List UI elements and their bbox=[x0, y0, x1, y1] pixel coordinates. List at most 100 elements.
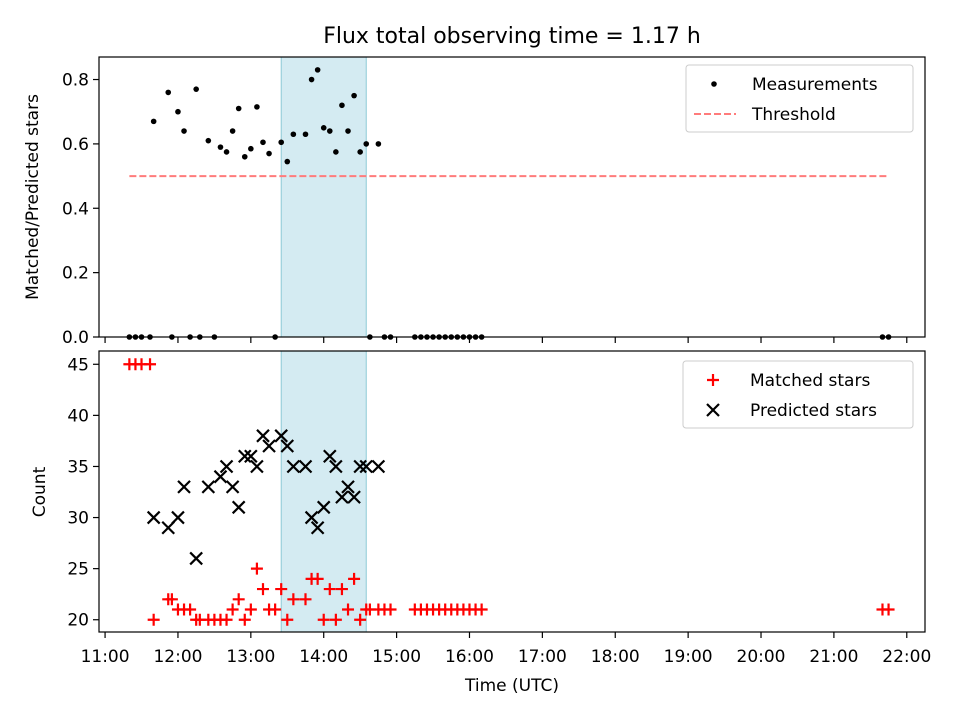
predicted-star-point bbox=[219, 459, 234, 474]
predicted-star-point bbox=[213, 469, 228, 484]
measurement-point bbox=[193, 86, 199, 92]
matched-star-point bbox=[165, 593, 178, 606]
predicted-star-point bbox=[177, 480, 191, 494]
predicted-star-point bbox=[231, 500, 246, 515]
measurement-point bbox=[333, 149, 339, 155]
measurement-point bbox=[229, 128, 236, 134]
x-tick-label: 14:00 bbox=[299, 647, 348, 667]
matched-star-point bbox=[299, 593, 312, 606]
observing-interval-shade bbox=[280, 56, 367, 338]
predicted-star-point bbox=[262, 439, 276, 453]
measurement-point bbox=[150, 118, 157, 125]
predicted-star-point bbox=[347, 490, 361, 504]
matched-star-point bbox=[281, 613, 294, 626]
matched-star-point bbox=[329, 613, 342, 626]
bottom-legend: Matched stars Predicted stars bbox=[682, 360, 914, 429]
measurement-point bbox=[314, 67, 321, 73]
matched-star-point bbox=[144, 358, 157, 371]
predicted-star-point bbox=[310, 520, 325, 535]
matched-star-point bbox=[287, 593, 300, 606]
predicted-star-point bbox=[335, 490, 349, 504]
x-tick-label: 22:00 bbox=[882, 647, 931, 667]
matched-star-point bbox=[250, 562, 263, 575]
matched-star-point bbox=[882, 603, 895, 616]
matched-star-point bbox=[244, 603, 257, 616]
measurement-point bbox=[339, 102, 345, 109]
y-tick-label: 40 bbox=[67, 406, 89, 426]
measurement-point bbox=[175, 108, 181, 115]
measurement-point bbox=[357, 149, 363, 155]
matched-star-point bbox=[238, 613, 251, 626]
measurement-point bbox=[284, 158, 291, 165]
y-tick-label: 0.4 bbox=[62, 199, 89, 219]
measurement-point bbox=[302, 131, 309, 138]
predicted-star-point bbox=[371, 459, 386, 474]
x-tick-label: 15:00 bbox=[372, 647, 421, 667]
x-tick-label: 17:00 bbox=[518, 647, 567, 667]
predicted-star-point bbox=[146, 510, 161, 525]
matched-star-point bbox=[147, 613, 160, 626]
measurement-point bbox=[223, 149, 230, 155]
top-axes-frame bbox=[98, 56, 926, 338]
predicted-star-point bbox=[244, 449, 258, 464]
measurement-point bbox=[217, 144, 224, 150]
x-tick-label: 11:00 bbox=[81, 647, 130, 667]
measurement-point bbox=[266, 150, 272, 157]
matched-star-point bbox=[475, 603, 488, 616]
bottom-xlabel: Time (UTC) bbox=[464, 676, 559, 696]
measurement-point bbox=[181, 128, 187, 134]
panel-top: 0.00.20.40.60.8 Matched/Predicted stars … bbox=[23, 56, 926, 348]
chart-title: Flux total observing time = 1.17 h bbox=[323, 24, 701, 49]
predicted-star-point bbox=[225, 480, 240, 494]
measurement-point bbox=[248, 145, 254, 152]
predicted-star-point bbox=[298, 459, 313, 474]
bottom-legend-box bbox=[682, 360, 914, 429]
y-tick-label: 20 bbox=[67, 611, 89, 631]
measurement-point bbox=[363, 141, 370, 147]
predicted-star-point bbox=[274, 429, 288, 443]
matched-star-point bbox=[354, 613, 367, 626]
measurement-point bbox=[290, 131, 297, 138]
measurement-point bbox=[326, 128, 333, 134]
matched-star-point bbox=[323, 583, 336, 596]
measurement-point bbox=[241, 153, 248, 160]
x-tick-label: 16:00 bbox=[445, 647, 494, 667]
predicted-star-point bbox=[341, 480, 355, 494]
predicted-star-point bbox=[353, 459, 367, 474]
predicted-star-point bbox=[286, 459, 301, 474]
matched-star-point bbox=[184, 603, 197, 616]
matched-star-point bbox=[317, 613, 330, 626]
predicted-star-point bbox=[189, 551, 203, 566]
x-tick-label: 21:00 bbox=[809, 647, 858, 667]
matched-star-point bbox=[342, 603, 355, 616]
panel-bottom: 20 25 30 35 40 45 11:00 12:00 13:00 14:00 15:00 16… bbox=[30, 350, 931, 696]
matched-star-point bbox=[256, 583, 269, 596]
top-ylabel: Matched/Predicted stars bbox=[23, 94, 43, 300]
matched-star-point bbox=[348, 572, 361, 585]
predicted-star-point bbox=[304, 510, 319, 525]
predicted-star-point bbox=[237, 449, 252, 464]
x-tick-label: 19:00 bbox=[664, 647, 713, 667]
legend-predicted-marker bbox=[706, 403, 720, 417]
y-tick-label: 45 bbox=[67, 355, 89, 375]
legend-matched-marker bbox=[707, 374, 719, 386]
bottom-ylabel: Count bbox=[30, 466, 50, 517]
predicted-star-point bbox=[171, 510, 185, 525]
legend-measurements-marker bbox=[711, 81, 717, 87]
matched-star-point bbox=[269, 603, 282, 616]
predicted-star-point bbox=[256, 429, 270, 443]
predicted-star-point bbox=[329, 459, 343, 474]
predicted-star-point bbox=[201, 480, 216, 494]
matched-star-point bbox=[232, 593, 245, 606]
matched-star-point bbox=[335, 583, 348, 596]
legend-matched-label: Matched stars bbox=[750, 371, 870, 391]
legend-measurements-label: Measurements bbox=[752, 75, 878, 95]
predicted-star-point bbox=[280, 439, 295, 453]
top-legend: Measurements Threshold bbox=[685, 64, 914, 133]
predicted-star-point bbox=[250, 459, 264, 474]
measurement-point bbox=[260, 139, 266, 146]
legend-predicted-label: Predicted stars bbox=[750, 401, 877, 421]
y-tick-label: 0.0 bbox=[62, 328, 89, 348]
y-tick-label: 0.8 bbox=[62, 71, 89, 91]
